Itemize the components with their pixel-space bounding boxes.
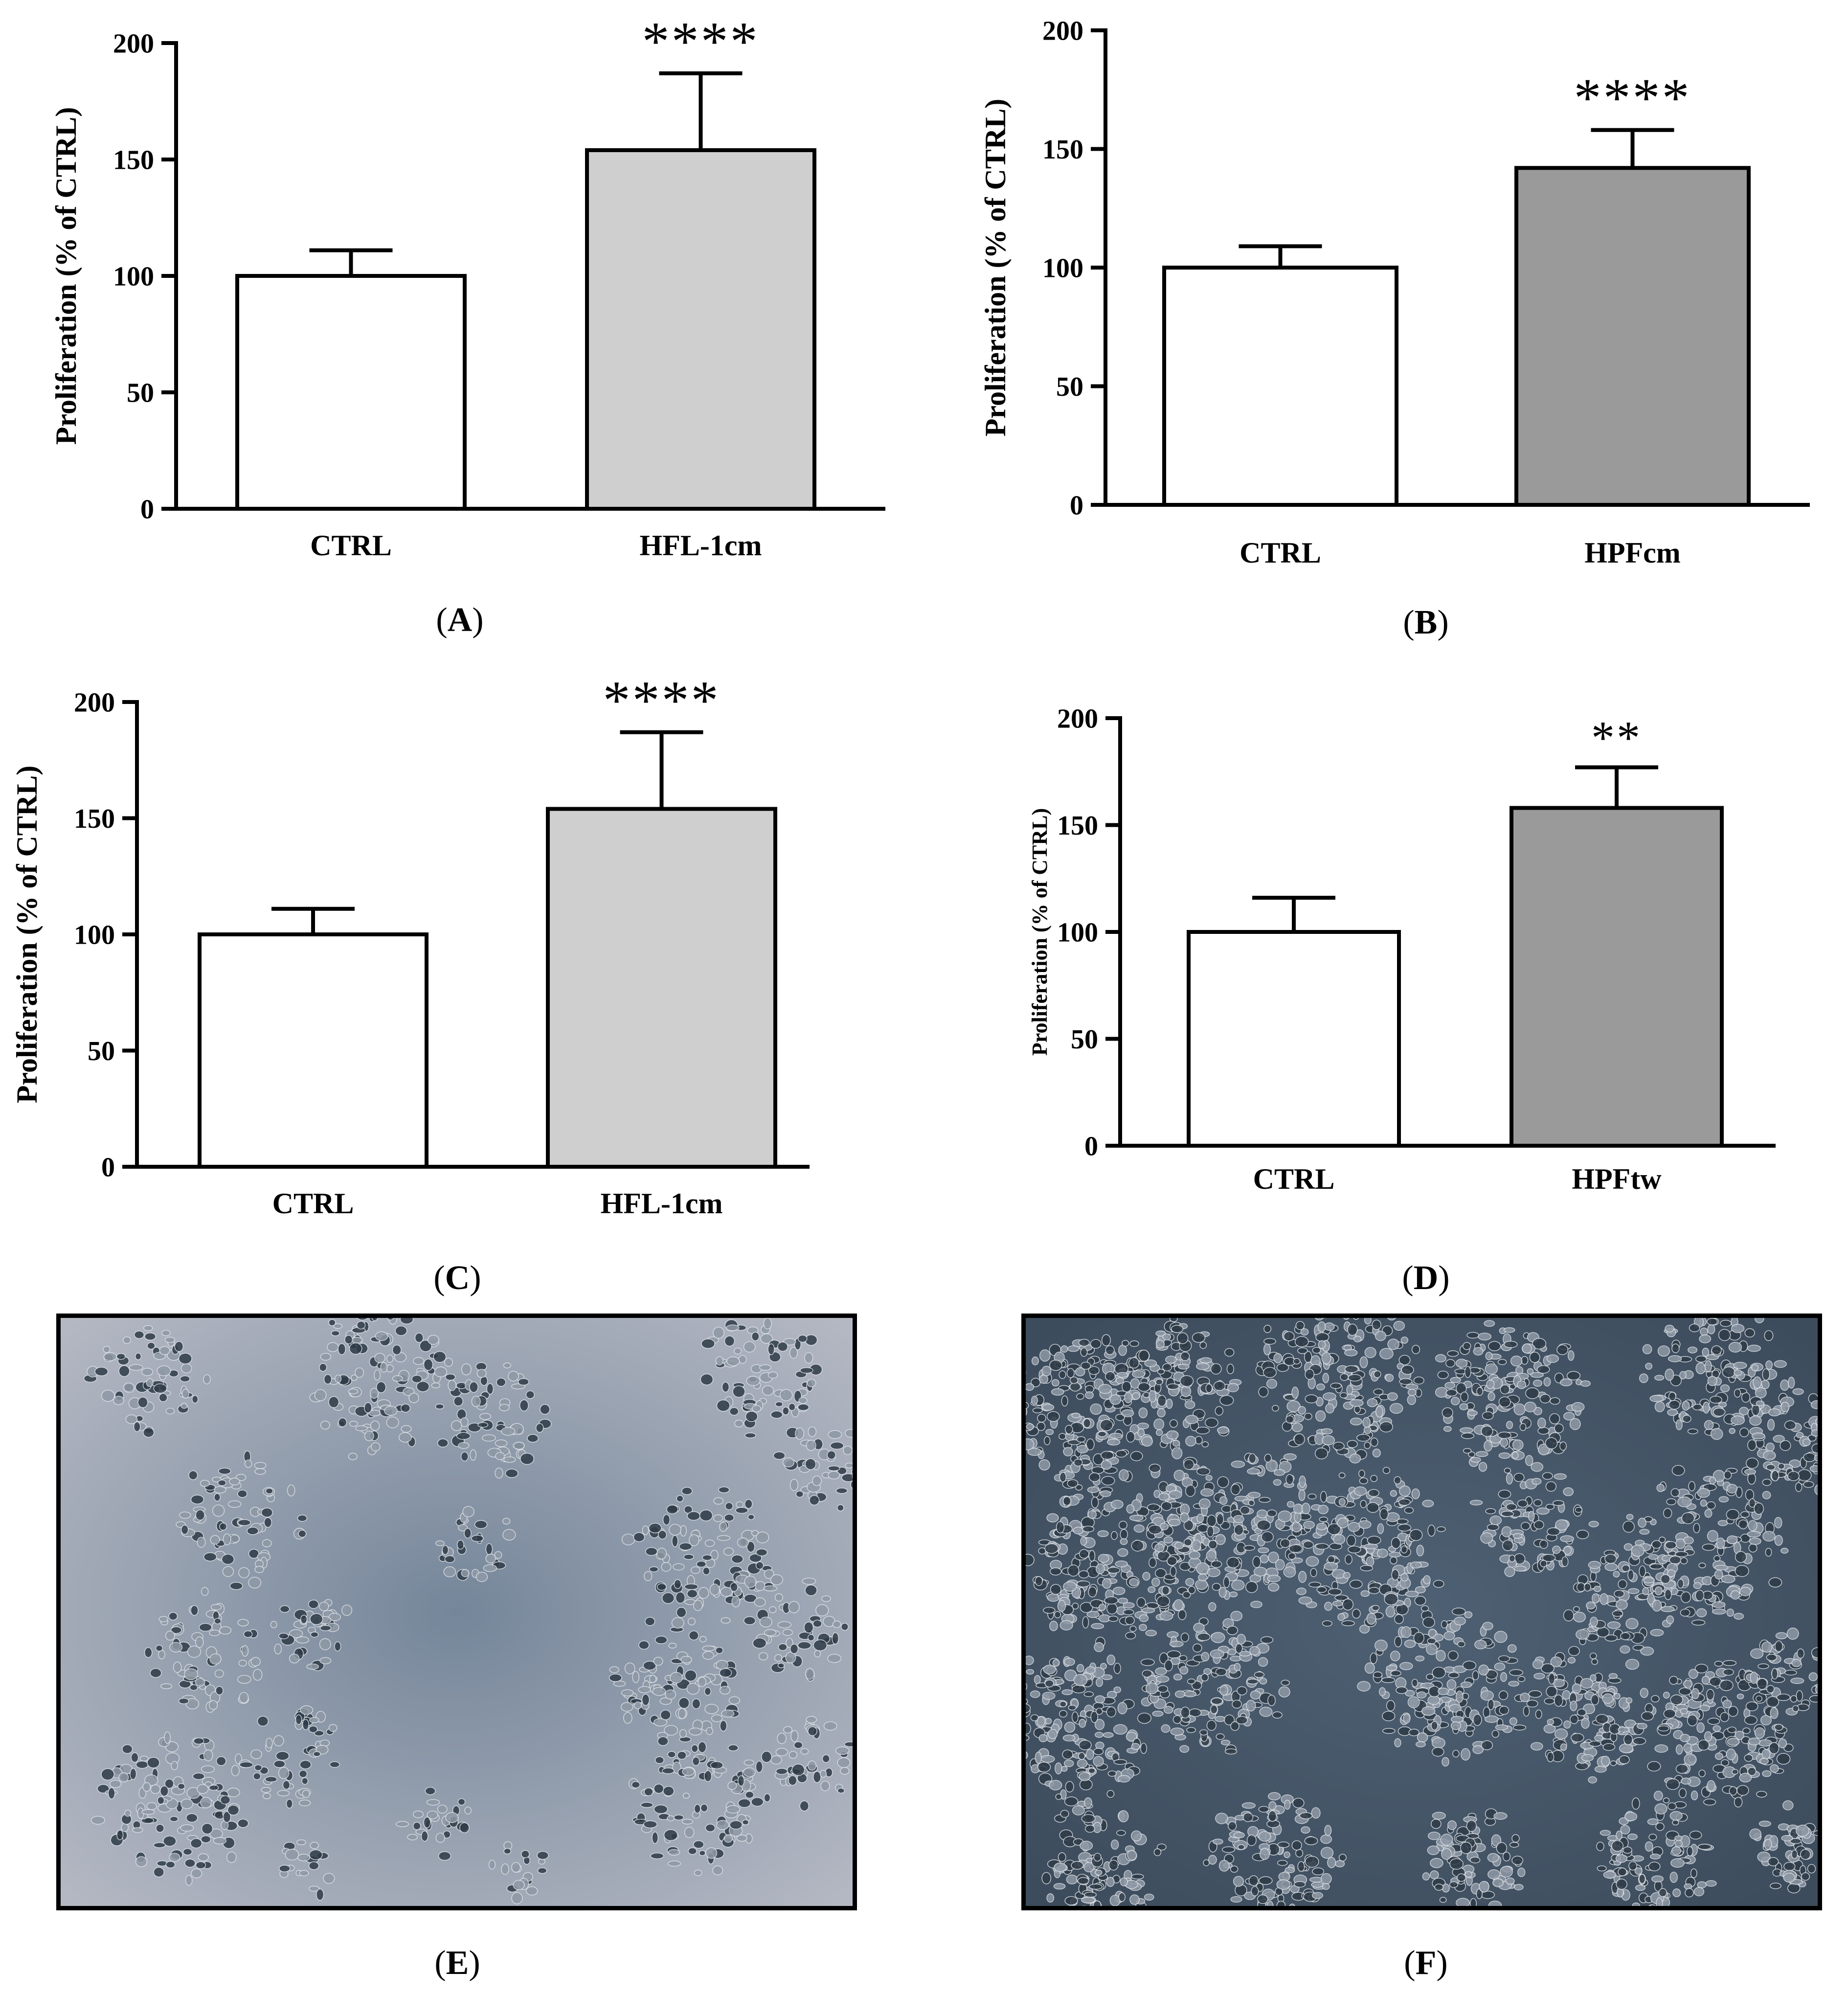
chart-panel-b: 0 50 100 150 200 Proliferation (% of CTRL) CTR… bbox=[979, 16, 1810, 641]
cell-colony bbox=[1509, 1646, 1648, 1784]
cell-colony bbox=[1435, 1320, 1591, 1472]
x-tick-label: CTRL bbox=[310, 529, 392, 562]
cell-colony bbox=[608, 1617, 740, 1757]
y-tick-label: 150 bbox=[1042, 135, 1083, 165]
panel-label: (C) bbox=[433, 1259, 481, 1297]
panel-label: (B) bbox=[1403, 604, 1448, 641]
cell-colony bbox=[1098, 1318, 1242, 1459]
panel-label-e: (E) bbox=[434, 1944, 480, 1982]
cell-colony bbox=[755, 1716, 853, 1812]
cell-colony bbox=[1140, 1602, 1290, 1755]
y-tick-label: 0 bbox=[101, 1153, 115, 1183]
significance-stars: **** bbox=[1574, 68, 1691, 129]
cell-colony bbox=[621, 1486, 774, 1626]
bar-ctrl bbox=[235, 274, 467, 511]
y-tick-label: 0 bbox=[140, 495, 154, 525]
x-tick-label: HPFcm bbox=[1584, 537, 1681, 569]
cell-colony bbox=[1041, 1797, 1167, 1906]
cell-colony bbox=[1639, 1318, 1789, 1440]
cell-colony bbox=[488, 1841, 549, 1904]
cell-colony bbox=[1026, 1655, 1151, 1807]
cell-colony bbox=[1618, 1465, 1789, 1626]
bar-ctrl bbox=[1162, 266, 1398, 507]
x-tick-label: CTRL bbox=[272, 1187, 354, 1220]
y-tick-label: 200 bbox=[1042, 16, 1083, 46]
x-tick-label: HPFtw bbox=[1572, 1163, 1662, 1195]
cell-colony bbox=[437, 1362, 552, 1479]
cell-colony bbox=[1743, 1627, 1818, 1719]
panel-label-f: (F) bbox=[1404, 1944, 1447, 1982]
y-tick-label: 50 bbox=[1071, 1024, 1098, 1055]
y-tick-label: 50 bbox=[88, 1036, 115, 1066]
significance-stars: **** bbox=[603, 670, 721, 731]
bar-hpftw bbox=[1510, 806, 1724, 1148]
cell-colony bbox=[1469, 1468, 1599, 1577]
cell-colony bbox=[1357, 1605, 1523, 1767]
y-tick-label: 150 bbox=[113, 145, 154, 176]
cell-colony bbox=[176, 1450, 308, 1590]
x-tick-label: HFL-1cm bbox=[601, 1187, 723, 1220]
y-tick-label: 0 bbox=[1070, 491, 1083, 521]
y-tick-label: 200 bbox=[1057, 704, 1098, 734]
cell-colony bbox=[1596, 1790, 1717, 1906]
cell-colony bbox=[144, 1587, 263, 1713]
y-tick-label: 50 bbox=[127, 378, 154, 408]
cell-colony bbox=[1422, 1808, 1526, 1906]
cell-colony bbox=[700, 1318, 823, 1439]
cell-colony bbox=[90, 1731, 249, 1886]
significance-stars: **** bbox=[642, 11, 760, 72]
cell-colony bbox=[278, 1839, 335, 1901]
x-tick-label: CTRL bbox=[1240, 537, 1321, 569]
y-tick-label: 100 bbox=[74, 920, 115, 951]
y-axis-title: Proliferation (% of CTRL) bbox=[979, 99, 1012, 436]
panel-label: (D) bbox=[1402, 1259, 1449, 1297]
y-tick-label: 100 bbox=[1042, 253, 1083, 284]
chart-panel-d: 0 50 100 150 200 Proliferation (% of CTRL) CTR… bbox=[1028, 704, 1776, 1297]
y-tick-label: 200 bbox=[74, 688, 115, 718]
x-tick-label: CTRL bbox=[1253, 1163, 1335, 1195]
cell-colony bbox=[1563, 1544, 1678, 1670]
cell-colony bbox=[270, 1599, 353, 1671]
cell-colony bbox=[1739, 1377, 1818, 1499]
y-tick-label: 100 bbox=[1057, 918, 1098, 948]
cell-colony bbox=[309, 1318, 462, 1460]
panel-label: (A) bbox=[436, 601, 483, 639]
cell-colony bbox=[395, 1787, 472, 1861]
bar-ctrl bbox=[198, 932, 428, 1169]
y-tick-label: 100 bbox=[113, 262, 154, 292]
y-axis-title: Proliferation (% of CTRL) bbox=[1028, 808, 1052, 1056]
y-tick-label: 0 bbox=[1084, 1132, 1098, 1162]
bar-hfl-1cm bbox=[585, 148, 816, 511]
cell-colony bbox=[743, 1574, 849, 1682]
micrograph-f bbox=[1021, 1314, 1822, 1910]
cell-colony bbox=[773, 1426, 853, 1512]
chart-panel-a: 0 50 100 150 200 Proliferation (% of CTRL) CTR… bbox=[50, 11, 885, 639]
y-tick-label: 150 bbox=[74, 804, 115, 834]
cell-colony bbox=[1749, 1800, 1818, 1894]
cell-colony bbox=[435, 1506, 516, 1582]
x-tick-label: HFL-1cm bbox=[640, 529, 762, 562]
y-axis-title: Proliferation (% of CTRL) bbox=[11, 766, 43, 1103]
bar-hpfcm bbox=[1514, 166, 1751, 507]
y-tick-label: 200 bbox=[113, 29, 154, 59]
y-tick-label: 150 bbox=[1057, 811, 1098, 841]
bar-hfl-1cm bbox=[546, 807, 777, 1169]
cell-colony bbox=[235, 1705, 340, 1809]
cell-colony bbox=[1255, 1318, 1424, 1464]
cell-colony bbox=[1275, 1467, 1446, 1634]
chart-panel-c: 0 50 100 150 200 Proliferation (% of CTRL) CTR… bbox=[11, 670, 810, 1297]
micrograph-e bbox=[56, 1314, 857, 1910]
cell-colony bbox=[1203, 1792, 1347, 1906]
significance-stars: ** bbox=[1591, 712, 1642, 764]
y-tick-label: 50 bbox=[1056, 372, 1083, 402]
bar-ctrl bbox=[1187, 930, 1401, 1148]
cell-colony bbox=[628, 1727, 771, 1876]
cell-colony bbox=[83, 1325, 211, 1438]
y-axis-title: Proliferation (% of CTRL) bbox=[50, 107, 82, 445]
